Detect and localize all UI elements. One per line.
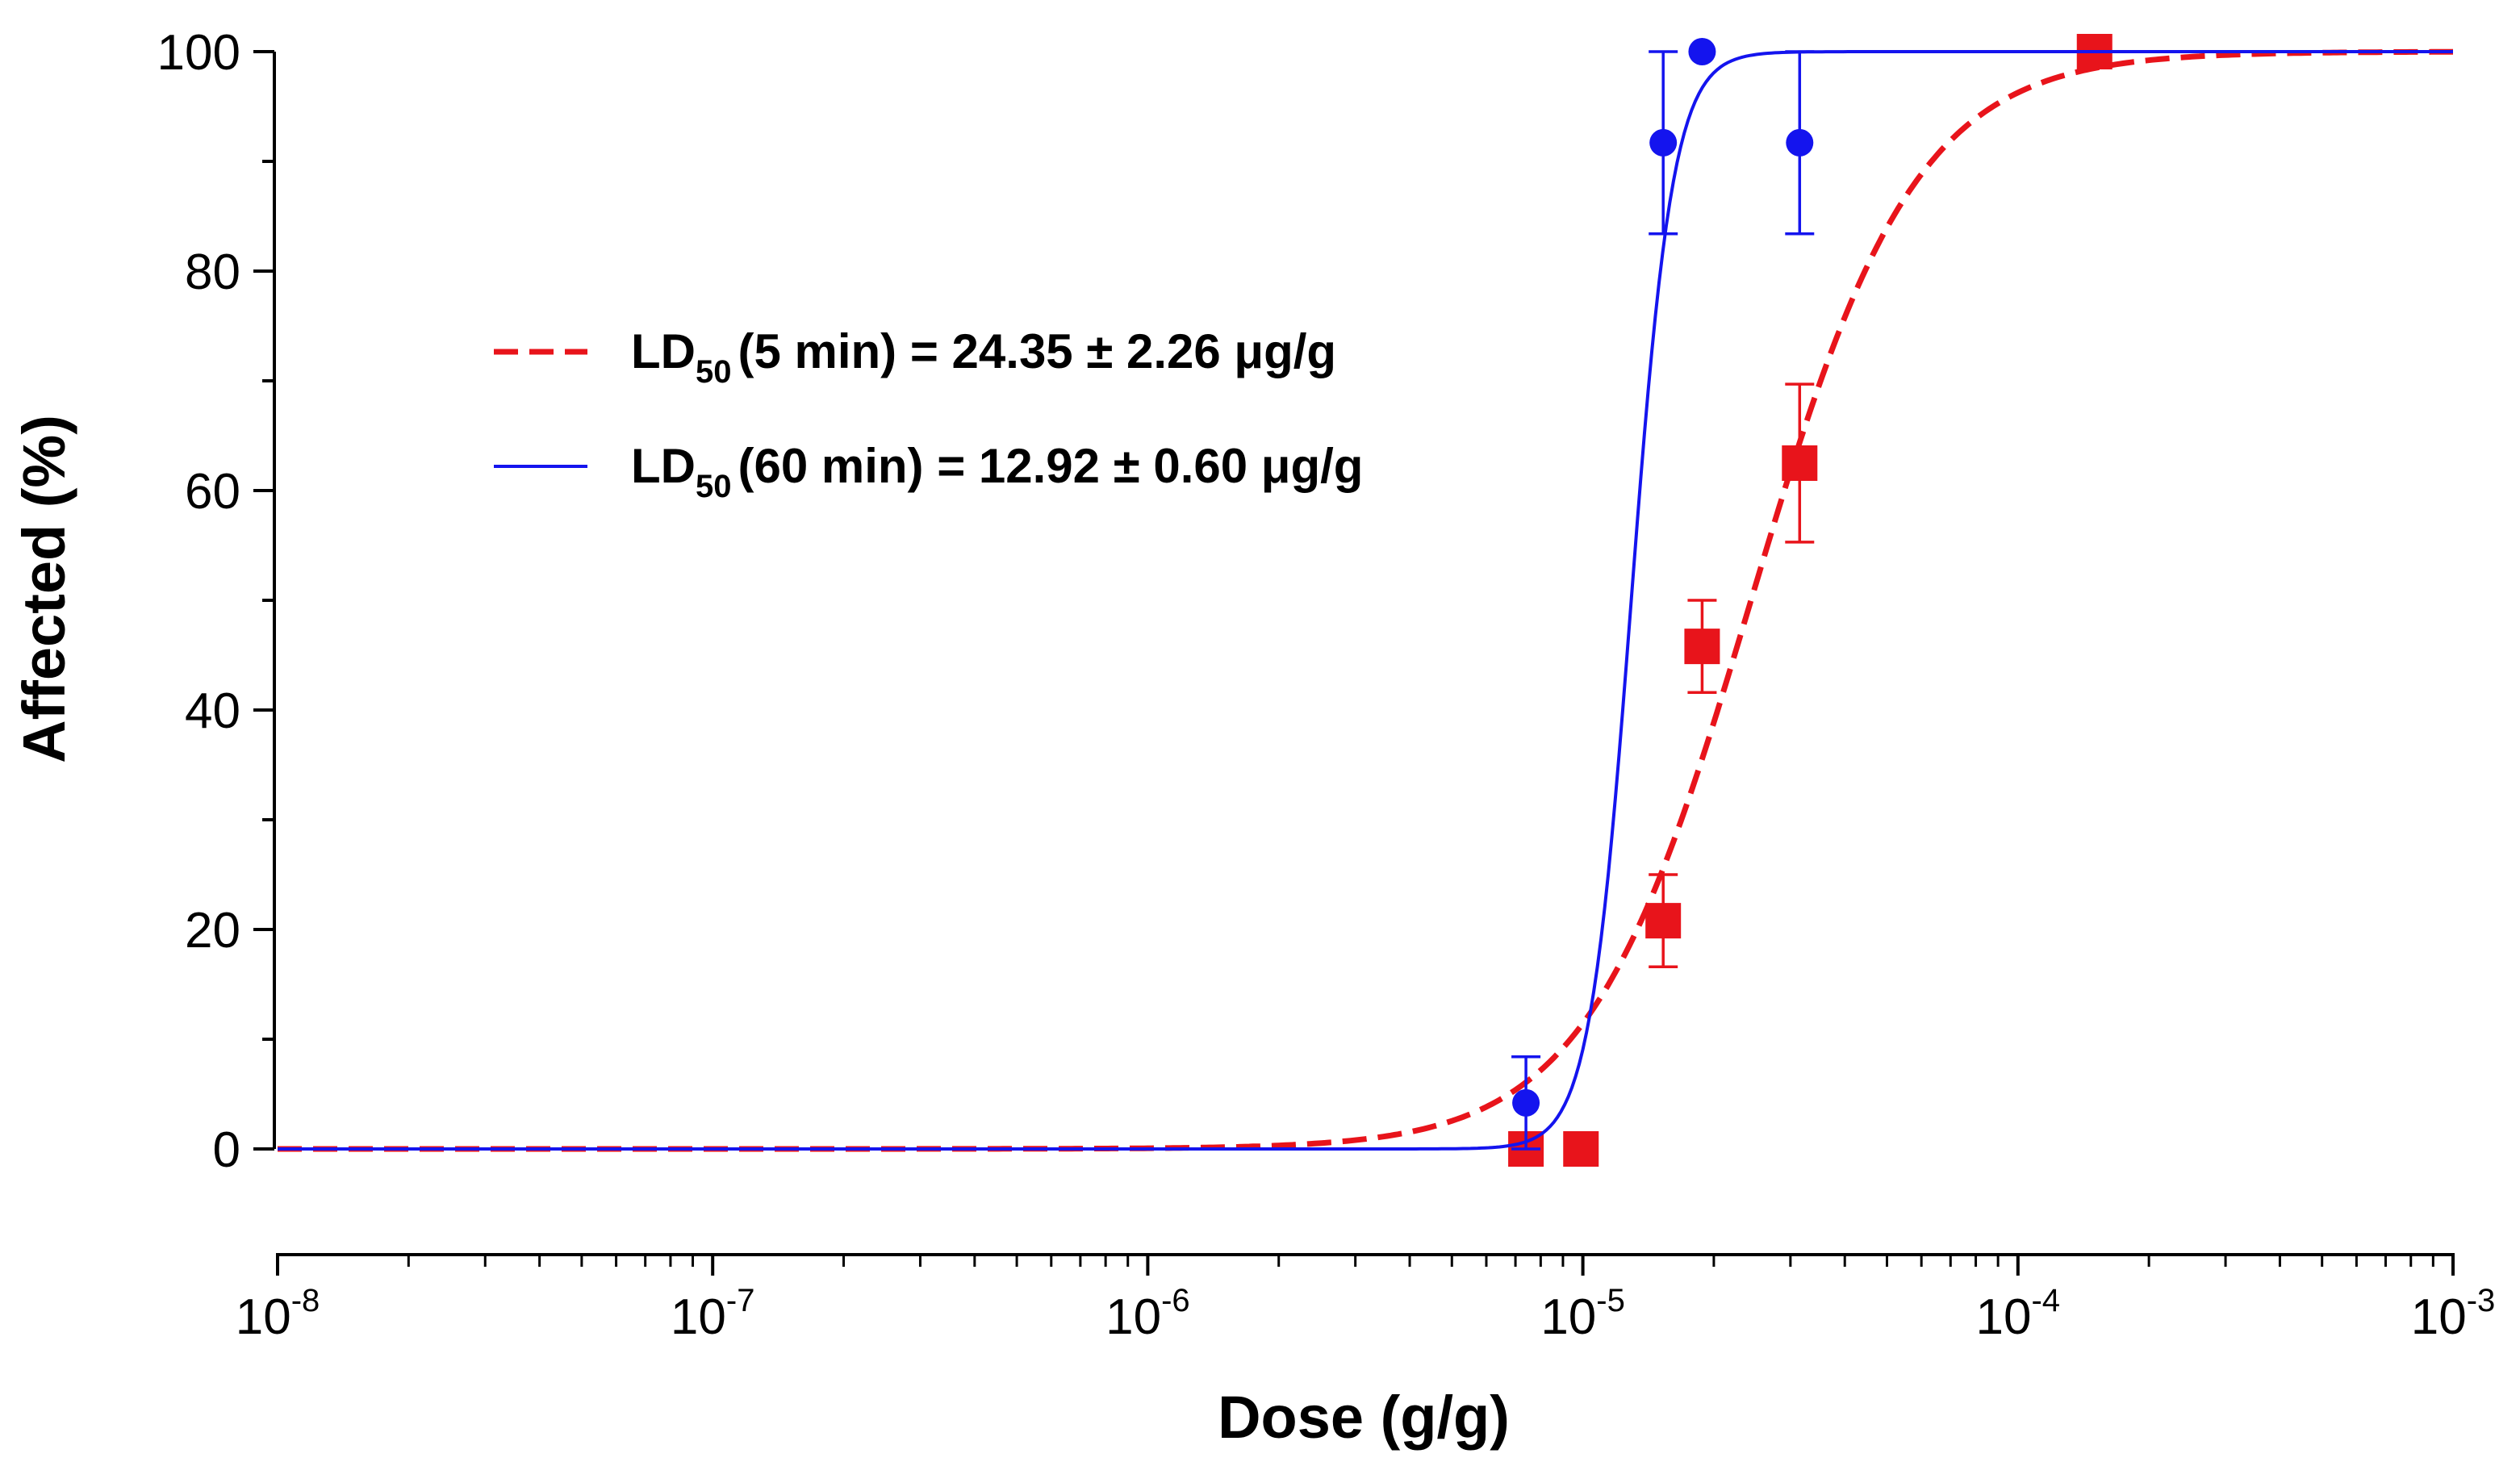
legend-label: LD50 (60 min) = 12.92 ± 0.60 μg/g — [631, 439, 1363, 504]
y-tick-label: 40 — [185, 683, 240, 739]
y-tick-label: 100 — [157, 25, 240, 81]
y-axis: 0 20 40 60 80 100 — [157, 25, 276, 1178]
y-tick-label: 0 — [213, 1122, 240, 1178]
data-point — [1563, 1131, 1599, 1167]
x-tick-label: 10-8 — [236, 1283, 320, 1345]
data-point — [1786, 128, 1814, 157]
plot-area — [278, 34, 2453, 1167]
data-point — [1512, 1088, 1540, 1117]
x-tick-label: 10-4 — [1976, 1283, 2061, 1345]
y-tick-label: 60 — [185, 464, 240, 520]
fit-curve — [278, 50, 2453, 1151]
data-point — [1782, 445, 1818, 481]
series-60-min — [278, 38, 2453, 1151]
x-tick-label: 10-5 — [1540, 1283, 1625, 1345]
legend: LD50 (5 min) = 24.35 ± 2.26 μg/g LD50 (60 m… — [494, 324, 1363, 504]
y-tick-label: 20 — [185, 903, 240, 959]
data-point — [1645, 903, 1682, 939]
data-point — [1688, 38, 1716, 65]
x-tick-label: 10-3 — [2411, 1283, 2496, 1345]
series-5-min — [278, 34, 2453, 1167]
data-point — [1649, 128, 1678, 157]
legend-entry: LD50 (60 min) = 12.92 ± 0.60 μg/g — [494, 439, 1363, 504]
data-point — [1684, 629, 1720, 665]
y-axis-title: Affected (%) — [10, 415, 77, 763]
x-axis: 10-8 10-7 10-6 10-5 10-4 10-3 — [236, 1253, 2496, 1345]
legend-label: LD50 (5 min) = 24.35 ± 2.26 μg/g — [631, 324, 1336, 390]
fit-curve — [278, 48, 2453, 1152]
x-tick-label: 10-6 — [1105, 1283, 1190, 1345]
y-tick-label: 80 — [185, 244, 240, 300]
x-tick-label: 10-7 — [671, 1283, 755, 1345]
x-axis-title: Dose (g/g) — [1218, 1384, 1510, 1451]
legend-entry: LD50 (5 min) = 24.35 ± 2.26 μg/g — [494, 324, 1336, 390]
